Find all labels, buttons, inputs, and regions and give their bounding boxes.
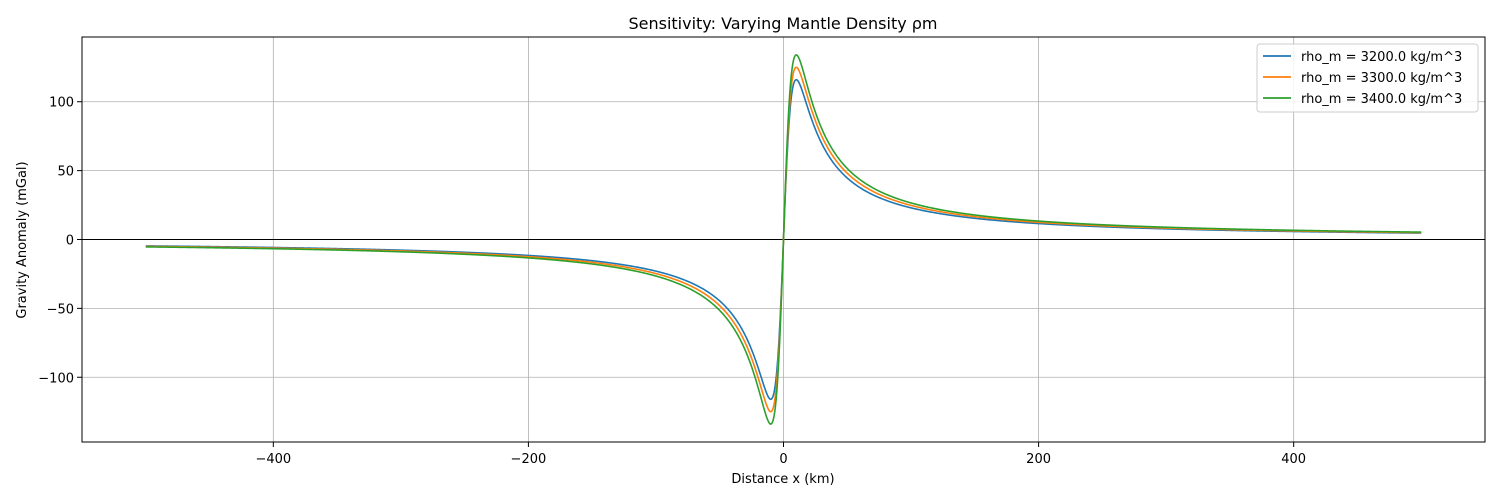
ticks: −400 −200 0 200 400 −100 −50 0 50 100 xyxy=(38,96,1306,467)
x-tick-label: −400 xyxy=(255,452,291,467)
legend-box xyxy=(1256,43,1479,113)
series-layer xyxy=(145,54,1422,425)
y-tick-label: −100 xyxy=(38,371,74,386)
legend: rho_m = 3200.0 kg/m^3 rho_m = 3300.0 kg/m… xyxy=(1256,43,1479,113)
y-tick-label: −50 xyxy=(47,302,74,317)
y-tick-label: 50 xyxy=(57,165,74,180)
legend-label: rho_m = 3300.0 kg/m^3 xyxy=(1301,71,1462,86)
y-tick-label: 100 xyxy=(49,96,74,111)
series-line-3 xyxy=(145,54,1422,425)
x-axis-label: Distance x (km) xyxy=(731,472,834,487)
x-tick-label: 0 xyxy=(779,452,787,467)
chart-title: Sensitivity: Varying Mantle Density ρm xyxy=(628,14,937,33)
legend-label: rho_m = 3400.0 kg/m^3 xyxy=(1301,92,1462,107)
legend-label: rho_m = 3200.0 kg/m^3 xyxy=(1301,50,1462,65)
y-tick-label: 0 xyxy=(66,234,74,249)
x-tick-label: −200 xyxy=(511,452,547,467)
x-tick-label: 400 xyxy=(1281,452,1306,467)
x-tick-label: 200 xyxy=(1026,452,1051,467)
y-axis-label: Gravity Anomaly (mGal) xyxy=(15,161,30,318)
